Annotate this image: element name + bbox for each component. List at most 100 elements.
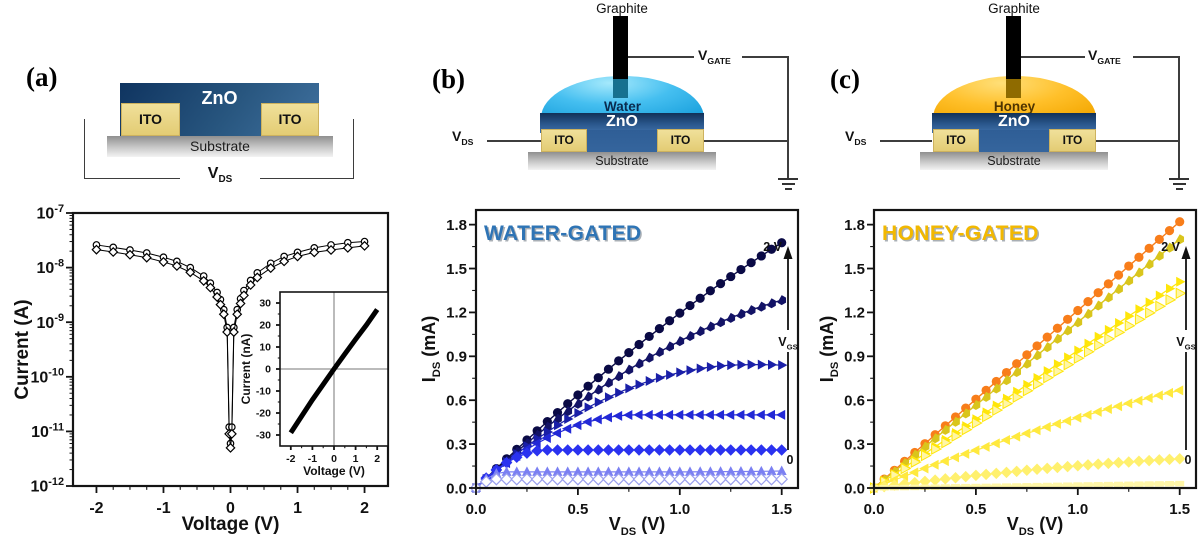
- y-tick-label: 1.8: [844, 217, 865, 234]
- y-tick-label: 0.9: [844, 349, 865, 366]
- x-tick-label: 1: [353, 453, 359, 465]
- y-tick-label: 10-12: [30, 476, 64, 496]
- vds-wire-b: [487, 140, 541, 142]
- zno-label-a: ZnO: [201, 88, 238, 108]
- x-tick-label: -2: [286, 453, 295, 465]
- y-tick-label: 0.0: [446, 480, 467, 497]
- plot-title: HONEY-GATED: [882, 222, 1039, 245]
- y-axis-title: IDS (mA): [817, 316, 841, 383]
- x-tick-label: 2: [360, 500, 369, 517]
- ground-symbol-c: [1161, 176, 1197, 194]
- gate-max-label: 2 V: [1161, 240, 1180, 254]
- y-tick-label: -30: [256, 430, 271, 442]
- y-tick-label: 0.3: [446, 436, 467, 453]
- zno-label-b: ZnO: [606, 113, 638, 130]
- substrate-a: Substrate: [107, 136, 333, 157]
- gate-max-label: 2 V: [763, 240, 782, 254]
- x-tick-label: 0.0: [864, 501, 885, 518]
- y-axis-title: IDS (mA): [419, 316, 443, 383]
- series-VGS step 6: [471, 465, 787, 492]
- y-tick-label: 1.2: [844, 305, 865, 322]
- x-tick-label: 1: [293, 500, 302, 517]
- plot-title-shadow: WATER-GATED: [486, 224, 644, 247]
- zno-channel-b: [587, 130, 657, 152]
- vgate-label-c: VGATE: [1088, 47, 1121, 66]
- zno-layer-b: [540, 113, 704, 133]
- plot-frame: [474, 208, 800, 490]
- ito-left-a: ITO: [121, 103, 180, 136]
- y-tick-label: 10: [259, 342, 271, 354]
- gate-wire-2-b: [742, 56, 788, 58]
- zno-channel-c: [979, 130, 1049, 152]
- honey-output-chart: 0.0 0.5 1.0 1.5 0.0 0.3 0.6 0.9 1.2 1.5 1.8 VDS (V)…: [817, 208, 1198, 538]
- series-VGS = 0 V (bottom): [469, 472, 789, 495]
- x-axis-title: VDS (V): [1007, 514, 1064, 538]
- x-axis-title: VDS (V): [609, 514, 666, 538]
- y-tick-label: 10-9: [37, 312, 64, 332]
- y-tick-label: 10-10: [30, 367, 64, 387]
- substrate-b: Substrate: [528, 152, 716, 170]
- gate-wire-down-b: [787, 56, 789, 178]
- vds-label-a: VDS: [180, 165, 260, 186]
- y-axis-title: Current (nA): [239, 334, 253, 405]
- ito-right-c: ITO: [1049, 129, 1096, 152]
- substrate-c: Substrate: [920, 152, 1108, 170]
- panel-b-label: (b): [432, 64, 465, 94]
- drain-wire-c: [1096, 140, 1180, 142]
- y-tick-label: 10-8: [37, 257, 64, 277]
- graphite-rod-submerged-c: [1006, 79, 1021, 98]
- series-VGS step 6: [868, 452, 1186, 494]
- y-tick-label: -20: [256, 408, 271, 420]
- ito-left-c: ITO: [933, 129, 979, 152]
- y-tick-label: 0.6: [844, 392, 865, 409]
- series-VGS step 5: [470, 444, 788, 494]
- water-output-chart: 0.0 0.5 1.0 1.5 0.0 0.3 0.6 0.9 1.2 1.5 1.8 VDS (V)…: [419, 208, 800, 538]
- graphite-rod-b: [613, 16, 628, 79]
- x-tick-label: 1.0: [669, 501, 690, 518]
- water-label: Water: [603, 99, 641, 114]
- y-tick-label: 0: [265, 364, 271, 376]
- vgate-label-b: VGATE: [698, 47, 731, 66]
- y-tick-label: 1.2: [446, 305, 467, 322]
- y-tick-label: 0.0: [844, 480, 865, 497]
- axis-ticks: [867, 223, 1181, 495]
- x-tick-label: 1.5: [771, 501, 792, 518]
- plot-title-shadow: HONEY-GATED: [884, 224, 1041, 247]
- vds-label-c: VDS: [845, 128, 867, 147]
- honey-label: Honey: [993, 99, 1036, 114]
- series-sweep-2-open-diamonds: [91, 240, 370, 453]
- x-tick-label: 0: [331, 453, 337, 465]
- vds-label-b: VDS: [452, 128, 474, 147]
- y-tick-label: 0.6: [446, 392, 467, 409]
- x-tick-label: -2: [89, 500, 103, 517]
- series-linear-iv: [288, 308, 380, 435]
- y-tick-label: 30: [259, 298, 271, 310]
- y-tick-label: 20: [259, 320, 271, 332]
- ito-right-b: ITO: [657, 129, 704, 152]
- y-tick-label: 10-11: [31, 421, 64, 441]
- gate-sweep-label: VGS: [778, 335, 798, 352]
- y-axis-title: Current (A): [12, 299, 33, 399]
- panel-c-label: (c): [830, 64, 860, 94]
- plot-frame: [872, 208, 1198, 490]
- x-axis-title: Voltage (V): [303, 464, 365, 478]
- y-tick-label: 1.8: [446, 217, 467, 234]
- y-tick-label: 0.3: [844, 436, 865, 453]
- x-axis-title: Voltage (V): [182, 514, 280, 535]
- panel-a-label: (a): [26, 62, 58, 92]
- gate-voltage-arrow: [1181, 246, 1191, 450]
- x-tick-label: -1: [308, 453, 317, 465]
- gate-min-label: 0: [787, 453, 794, 467]
- x-tick-label: 0.0: [466, 501, 487, 518]
- y-tick-label: 1.5: [446, 261, 467, 278]
- x-tick-label: 2: [374, 453, 380, 465]
- axis-ticks: [469, 223, 783, 495]
- graphite-rod-c: [1006, 16, 1021, 79]
- gate-sweep-label: VGS: [1176, 335, 1196, 352]
- x-tick-label: 1.0: [1067, 501, 1088, 518]
- x-tick-label: -1: [156, 500, 170, 517]
- x-tick-label: 0: [226, 500, 235, 517]
- gate-min-label: 0: [1185, 453, 1192, 467]
